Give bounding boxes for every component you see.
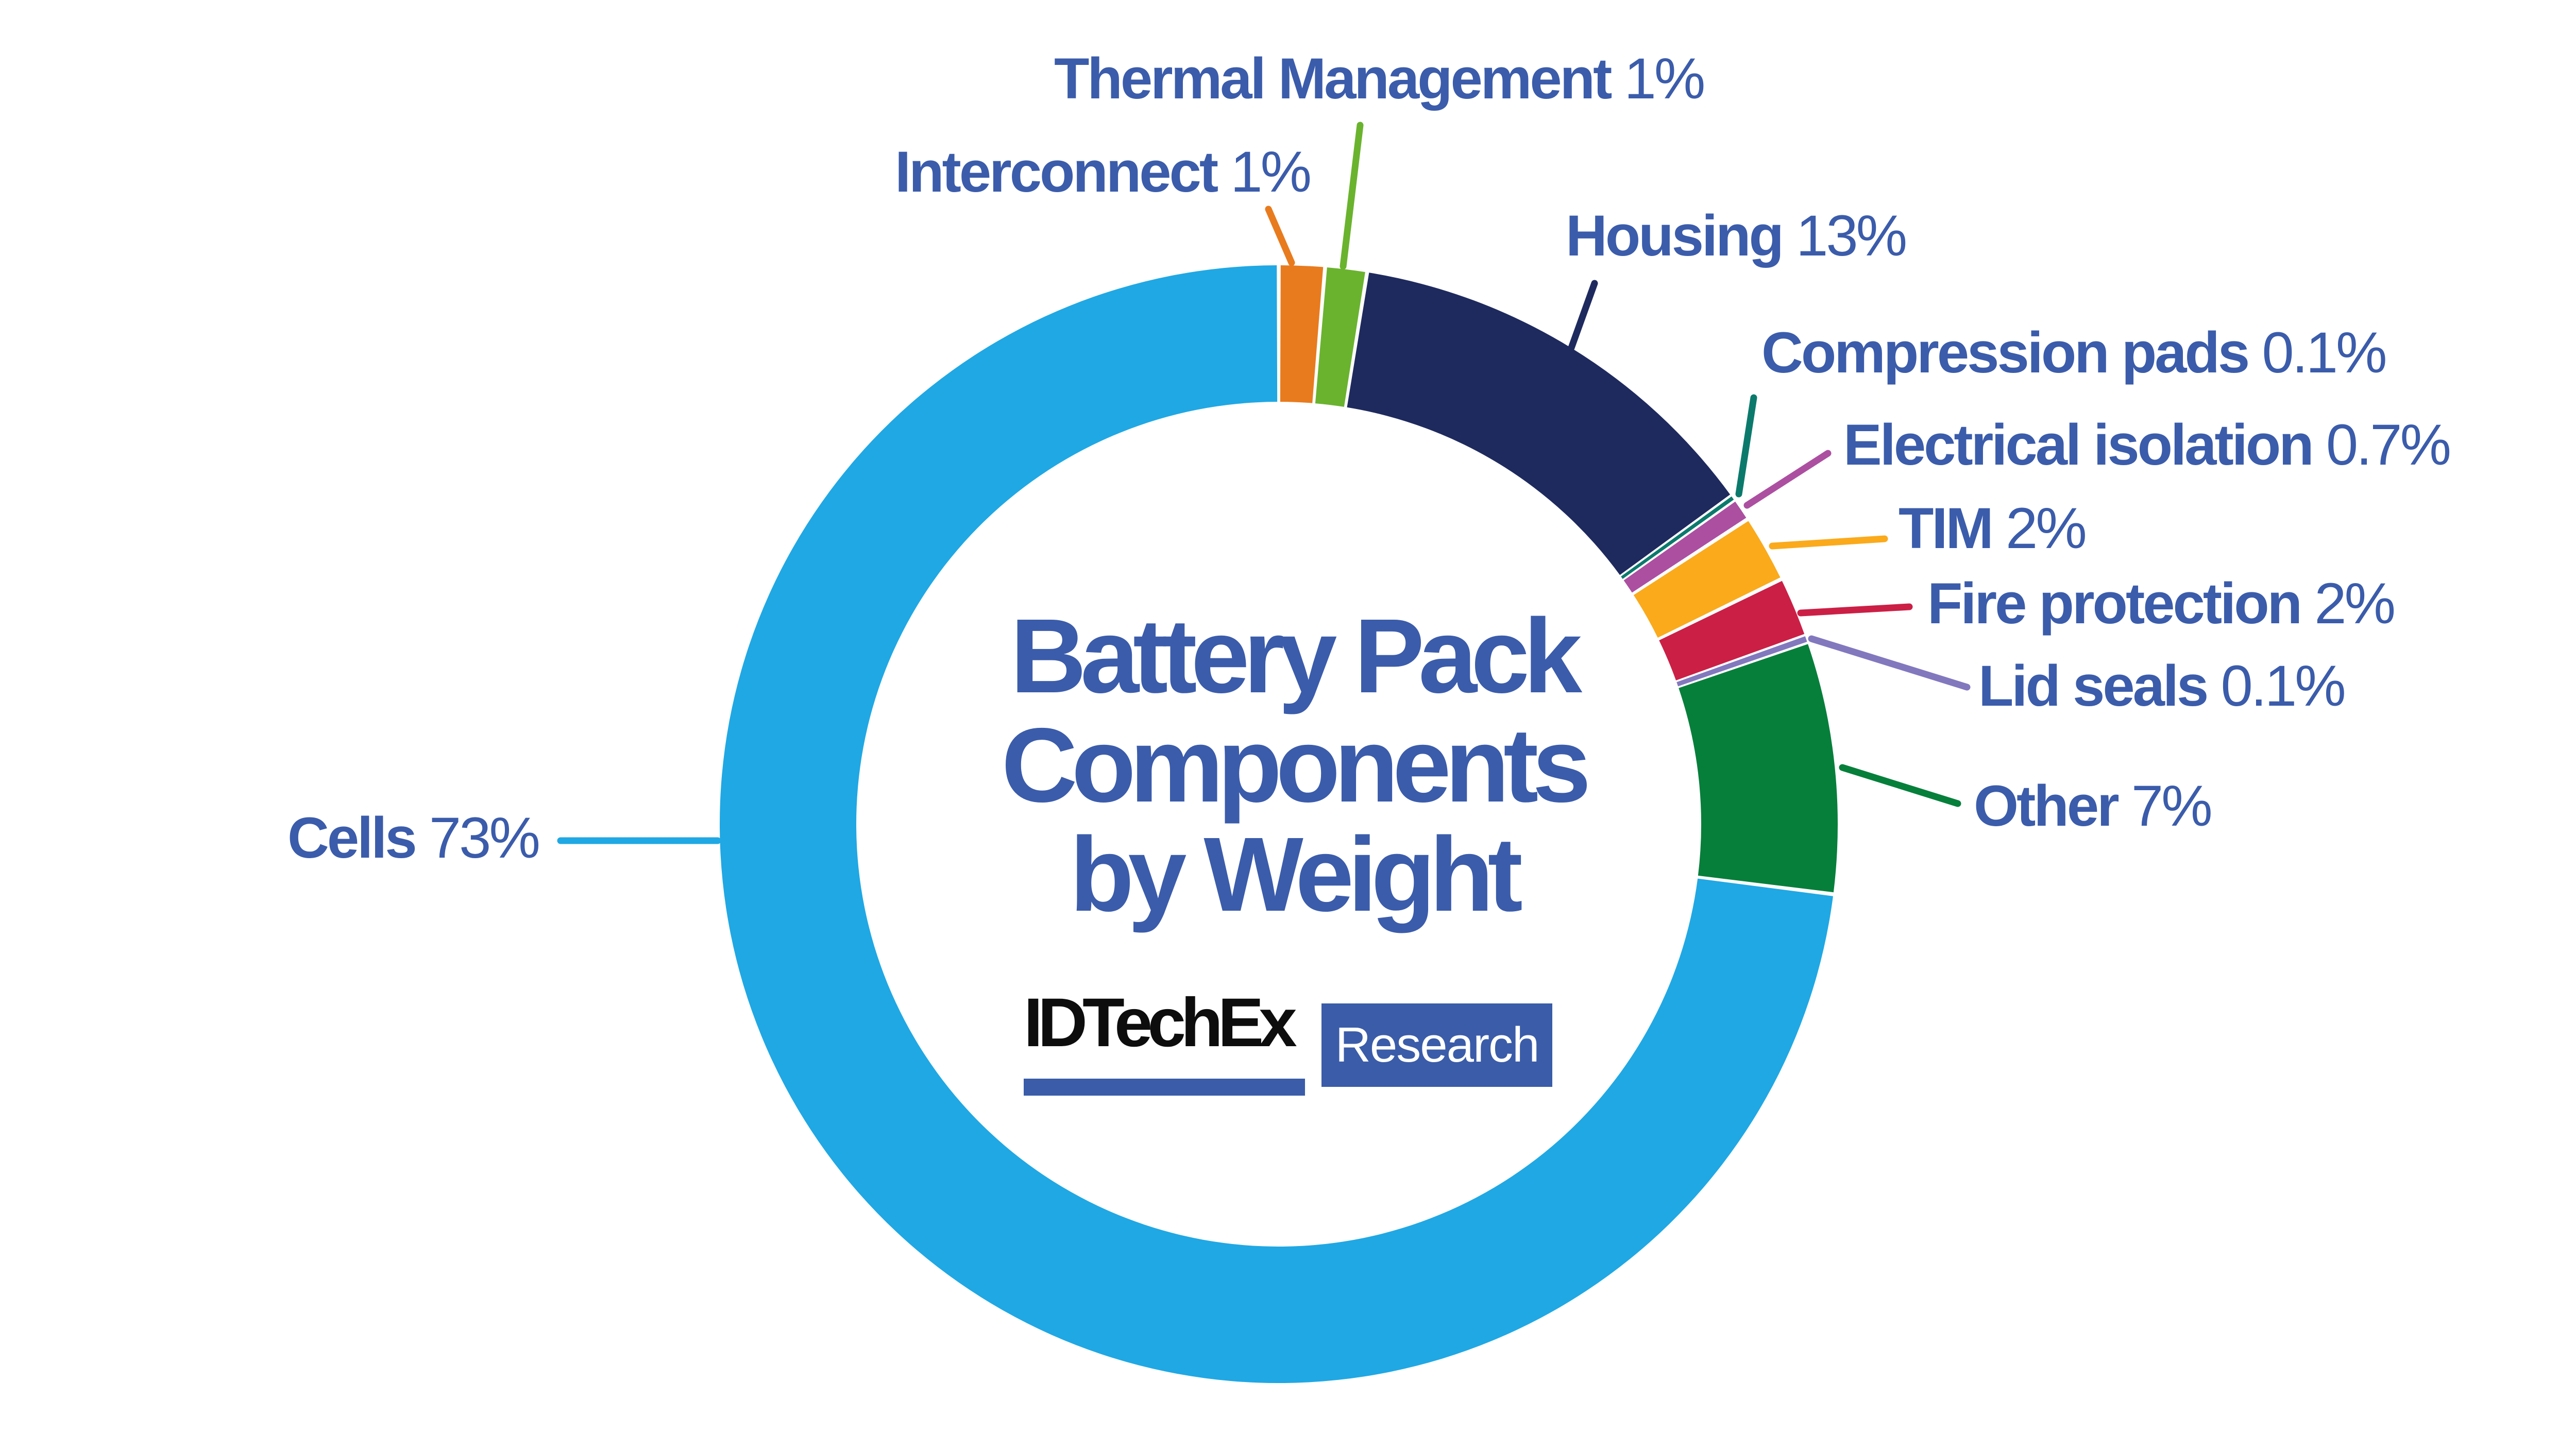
label-cells: Cells 73% (287, 806, 540, 870)
label-name-electrical-isolation: Electrical isolation (1843, 413, 2314, 477)
label-housing: Housing 13% (1566, 207, 1907, 265)
slice-electrical-isolation (1623, 501, 1747, 593)
label-name-interconnect: Interconnect (895, 140, 1218, 204)
label-value-electrical-isolation: 0.7% (2326, 413, 2451, 477)
label-electrical-isolation: Electrical isolation 0.7% (1843, 413, 2451, 477)
label-tim: TIM 2% (1899, 500, 2087, 557)
chart-title-line-2: Components (1001, 706, 1591, 824)
leader-interconnect (1265, 206, 1295, 266)
slice-tim (1633, 521, 1781, 638)
chart-title-line-3: by Weight (1070, 815, 1523, 933)
leader-lid-seals (1808, 635, 1971, 691)
slice-fire-protection (1659, 581, 1805, 680)
label-value-thermal-management: 1% (1624, 46, 1706, 111)
leader-electrical-isolation (1743, 450, 1832, 509)
label-name-housing: Housing (1566, 203, 1784, 268)
label-name-lid-seals: Lid seals (1978, 654, 2209, 718)
label-compression-pads: Compression pads 0.1% (1761, 324, 2387, 382)
label-value-cells: 73% (429, 806, 540, 870)
slice-thermal-management (1315, 267, 1365, 407)
slice-housing (1347, 272, 1731, 575)
slice-other (1679, 644, 1838, 893)
label-name-compression-pads: Compression pads (1761, 320, 2250, 385)
label-name-tim: TIM (1899, 496, 1994, 560)
label-other: Other 7% (1974, 774, 2213, 838)
logo-research-box: Research (1321, 1003, 1552, 1087)
leader-thermal-management (1340, 122, 1364, 270)
slice-compression-pads (1621, 496, 1734, 579)
label-value-interconnect: 1% (1230, 140, 1312, 204)
label-name-other: Other (1974, 774, 2120, 838)
leader-other (1839, 764, 1961, 807)
logo-underline (1024, 1079, 1305, 1096)
slice-lid-seals (1676, 636, 1807, 687)
logo-brand-text: IDTechEx (1024, 984, 1297, 1061)
label-name-thermal-management: Thermal Management (1054, 46, 1612, 111)
leader-tim (1769, 535, 1888, 550)
label-thermal-management: Thermal Management 1% (1054, 50, 1705, 108)
label-fire-protection: Fire protection 2% (1927, 575, 2396, 633)
logo-research-text: Research (1335, 1017, 1540, 1072)
label-value-other: 7% (2131, 774, 2213, 838)
label-value-tim: 2% (2005, 496, 2087, 560)
label-interconnect: Interconnect 1% (895, 140, 1312, 204)
leader-housing (1568, 280, 1598, 351)
label-value-fire-protection: 2% (2314, 571, 2396, 636)
slice-interconnect (1280, 265, 1324, 403)
label-lid-seals: Lid seals 0.1% (1978, 654, 2346, 718)
label-value-housing: 13% (1796, 203, 1907, 268)
leader-compression-pads (1735, 394, 1757, 498)
leader-fire-protection (1797, 603, 1913, 617)
chart-title-line-1: Battery Pack (1010, 597, 1582, 715)
label-value-lid-seals: 0.1% (2221, 654, 2346, 718)
label-value-compression-pads: 0.1% (2262, 320, 2387, 385)
label-name-cells: Cells (287, 806, 417, 870)
chart-title: Battery Pack Components by Weight (778, 602, 1808, 929)
label-name-fire-protection: Fire protection (1927, 571, 2302, 636)
